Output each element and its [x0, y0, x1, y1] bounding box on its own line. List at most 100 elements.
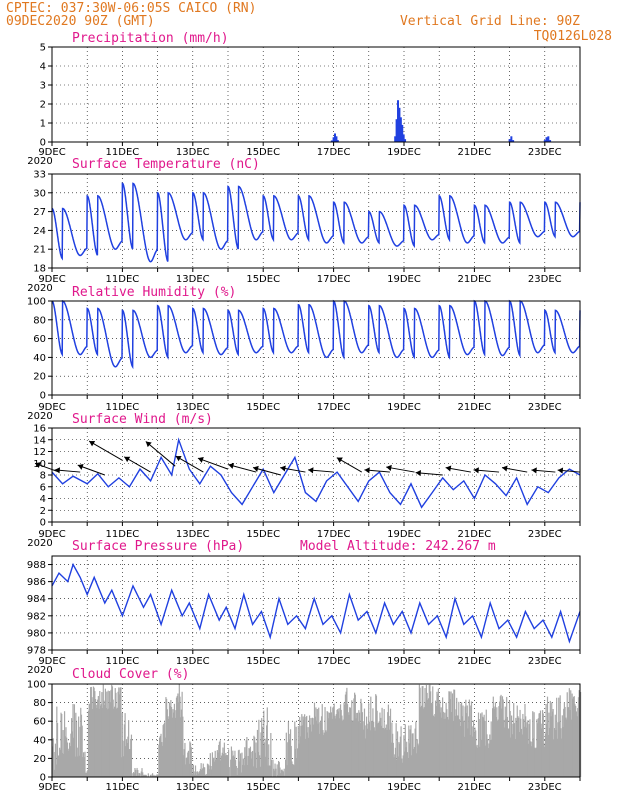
cloud-bar	[341, 715, 343, 777]
cloud-bar	[280, 769, 282, 777]
cloud-bar	[309, 724, 311, 777]
cloud-bar	[444, 718, 447, 777]
cloud-bar	[71, 731, 73, 777]
cloud-bar	[104, 688, 106, 777]
x-tick-label: 21DEC	[458, 529, 492, 540]
cloud-bar	[273, 770, 275, 777]
cloud-bar	[303, 719, 305, 777]
cloud-bar	[506, 716, 508, 777]
cloud-bar	[270, 760, 273, 777]
cloud-bar	[168, 702, 171, 777]
cloud-bar	[226, 754, 228, 777]
y-tick-label: 3	[40, 81, 46, 92]
cloud-bar	[453, 689, 456, 777]
cloud-bar	[380, 725, 382, 777]
cloud-bar	[213, 757, 215, 777]
cloud-bar	[235, 760, 237, 777]
precip-bar	[545, 137, 548, 142]
cloud-bar	[268, 765, 271, 777]
cloud-bar	[64, 736, 66, 777]
cloud-bar	[240, 772, 242, 777]
cloud-bar	[169, 705, 171, 777]
cloud-bar	[210, 766, 212, 777]
cloud-bar	[513, 723, 516, 777]
cloud-bar	[508, 700, 511, 777]
cloud-bar	[179, 696, 181, 777]
cloud-bar	[361, 712, 363, 777]
cloud-bar	[128, 720, 130, 777]
cloud-bar	[192, 773, 194, 777]
cloud-bar	[544, 747, 546, 777]
cloud-bar	[195, 771, 197, 777]
wind-arrow-head	[531, 467, 537, 474]
cloud-bar	[290, 745, 292, 777]
cloud-bar	[183, 749, 185, 777]
cloud-bar	[82, 756, 84, 777]
cloud-bar	[245, 740, 247, 777]
cloud-bar	[381, 707, 383, 777]
wind-arrow-head	[54, 467, 61, 474]
y-tick-label: 1	[40, 119, 46, 130]
y-tick-label: 2	[40, 506, 46, 517]
cloud-bar	[185, 757, 187, 777]
cloud-bar	[292, 764, 294, 777]
cloud-bar	[149, 774, 152, 777]
cloud-bar	[274, 763, 276, 777]
y-tick-label: 100	[27, 297, 46, 308]
y-tick-label: 30	[33, 188, 46, 199]
x-tick-label: 23DEC	[528, 656, 562, 667]
cloud-bar	[259, 766, 261, 777]
cloud-bar	[135, 769, 137, 777]
cloud-bar	[293, 765, 295, 777]
cloud-bar	[147, 773, 149, 777]
cloud-bar	[517, 716, 519, 777]
cloud-bar	[423, 707, 425, 777]
cloud-bar	[574, 704, 576, 777]
cloud-bar	[450, 691, 452, 777]
cloud-bar	[418, 684, 420, 777]
cloud-bar	[85, 772, 87, 777]
cloud-bar	[191, 764, 193, 777]
cloud-bar	[553, 728, 556, 777]
cloud-bar	[470, 701, 473, 777]
cloud-bar	[192, 765, 194, 777]
cloud-bar	[175, 717, 177, 777]
panel-title: Surface Pressure (hPa)	[72, 539, 244, 554]
cloud-bar	[423, 708, 425, 777]
cloud-bar	[92, 686, 95, 777]
cloud-bar	[199, 768, 202, 777]
cloud-bar	[520, 728, 523, 777]
cloud-bar	[139, 773, 141, 777]
cloud-bar	[396, 731, 399, 777]
cloud-bar	[385, 724, 387, 777]
precip-bar	[334, 133, 337, 142]
cloud-bar	[138, 772, 140, 777]
cloud-bar	[75, 721, 78, 777]
cloud-bar	[71, 718, 73, 777]
cloud-bar	[57, 756, 59, 777]
cloud-bar	[449, 699, 451, 777]
cloud-bar	[156, 774, 158, 777]
cloud-bar	[62, 730, 64, 777]
x-tick-label: 15DEC	[246, 656, 280, 667]
cloud-bar	[522, 713, 524, 777]
cloud-bar	[353, 698, 355, 777]
cloud-bar	[65, 727, 67, 777]
cloud-bar	[577, 708, 579, 777]
cloud-bar	[477, 747, 479, 777]
cloud-bar	[246, 737, 248, 777]
cloud-bar	[167, 716, 169, 777]
wind-arrow-head	[228, 462, 235, 469]
cloud-bar	[570, 719, 573, 777]
cloud-bar	[287, 742, 289, 777]
cloud-bar	[95, 704, 97, 777]
precip-bar	[547, 136, 550, 142]
cloud-bar	[445, 702, 447, 777]
cloud-bar	[372, 708, 374, 777]
cloud-bar	[194, 771, 196, 777]
cloud-bar	[439, 700, 441, 777]
cloud-bar	[263, 710, 265, 777]
cloud-bar	[375, 694, 377, 777]
cloud-bar	[488, 743, 490, 777]
cloud-bar	[358, 710, 360, 777]
